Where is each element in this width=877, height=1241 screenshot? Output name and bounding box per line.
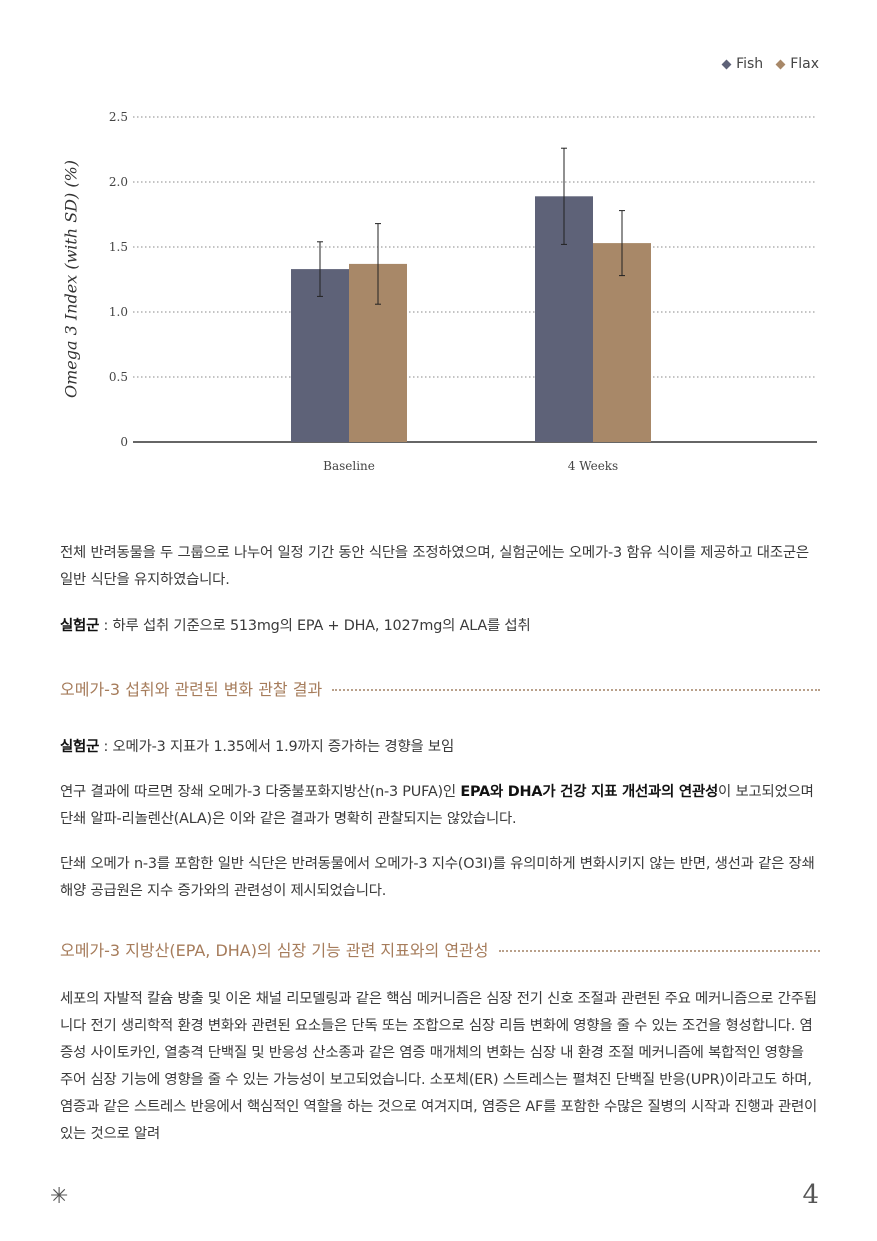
paragraph-epa-dha-findings: 연구 결과에 따르면 장쇄 오메가-3 다중불포화지방산(n-3 PUFA)인 … bbox=[60, 779, 820, 833]
findings-text-pre: 연구 결과에 따르면 장쇄 오메가-3 다중불포화지방산(n-3 PUFA)인 bbox=[60, 784, 461, 800]
legend-label-fish: Fish bbox=[736, 56, 764, 72]
legend-label-flax: Flax bbox=[790, 56, 819, 72]
paragraph-cardiac-mechanisms: 세포의 자발적 칼슘 방출 및 이온 채널 리모델링과 같은 핵심 메커니즘은 … bbox=[60, 991, 818, 1142]
result-group-label: 실험군 bbox=[60, 739, 100, 755]
paragraph-study-design: 전체 반려동물을 두 그룹으로 나누어 일정 기간 동안 식단을 조정하였으며,… bbox=[60, 545, 809, 588]
section-heading-results: 오메가-3 섭취와 관련된 변화 관찰 결과 bbox=[60, 676, 820, 700]
paragraph-short-chain-omega: 단쇄 오메가 n-3를 포함한 일반 식단은 반려동물에서 오메가-3 지수(O… bbox=[60, 856, 815, 899]
experimental-group-label: 실험군 bbox=[60, 618, 100, 634]
flax-marker-icon bbox=[775, 59, 786, 69]
dotted-leader bbox=[498, 950, 820, 952]
bar-flax-1 bbox=[593, 243, 651, 442]
star-ornament-icon: ✳ bbox=[50, 1184, 69, 1209]
dotted-leader bbox=[332, 689, 820, 691]
legend-item-flax: Flax bbox=[775, 56, 819, 72]
section-heading-cardiac-text: 오메가-3 지방산(EPA, DHA)의 심장 기능 관련 지표와의 연관성 bbox=[60, 941, 489, 960]
paragraph-experimental-group: 실험군 : 하루 섭취 기준으로 513mg의 EPA + DHA, 1027m… bbox=[60, 613, 820, 640]
experimental-group-text: : 하루 섭취 기준으로 513mg의 EPA + DHA, 1027mg의 A… bbox=[99, 618, 531, 634]
legend-item-fish: Fish bbox=[721, 56, 764, 72]
chart-legend: Fish Flax bbox=[721, 56, 819, 72]
section-heading-cardiac: 오메가-3 지방산(EPA, DHA)의 심장 기능 관련 지표와의 연관성 bbox=[60, 937, 820, 961]
page-number: 4 bbox=[802, 1180, 819, 1210]
x-tick-label: Baseline bbox=[323, 459, 375, 473]
y-tick-label: 2.0 bbox=[109, 175, 128, 189]
fish-marker-icon bbox=[721, 59, 732, 69]
x-tick-label: 4 Weeks bbox=[568, 459, 618, 473]
bar-fish-0 bbox=[291, 269, 349, 442]
findings-text-post: 이 보고되었으며 단쇄 알파-리놀렌산(ALA)은 이와 같은 결과가 명확히 … bbox=[60, 784, 814, 827]
y-tick-label: 2.5 bbox=[109, 110, 128, 124]
paragraph-result-summary: 실험군 : 오메가-3 지표가 1.35에서 1.9까지 증가하는 경향을 보임 bbox=[60, 734, 820, 761]
y-tick-label: 1.0 bbox=[109, 305, 128, 319]
findings-text-bold: EPA와 DHA가 건강 지표 개선과의 연관성 bbox=[460, 784, 719, 800]
y-tick-label: 1.5 bbox=[109, 240, 128, 254]
omega3-bar-chart: 0 0.5 1.0 1.5 2.0 2.5 Baseline 4 Weeks bbox=[109, 110, 817, 473]
section-heading-results-text: 오메가-3 섭취와 관련된 변화 관찰 결과 bbox=[60, 680, 323, 699]
y-tick-label: 0 bbox=[120, 435, 128, 449]
y-tick-label: 0.5 bbox=[109, 370, 128, 384]
result-group-text: : 오메가-3 지표가 1.35에서 1.9까지 증가하는 경향을 보임 bbox=[99, 739, 454, 755]
